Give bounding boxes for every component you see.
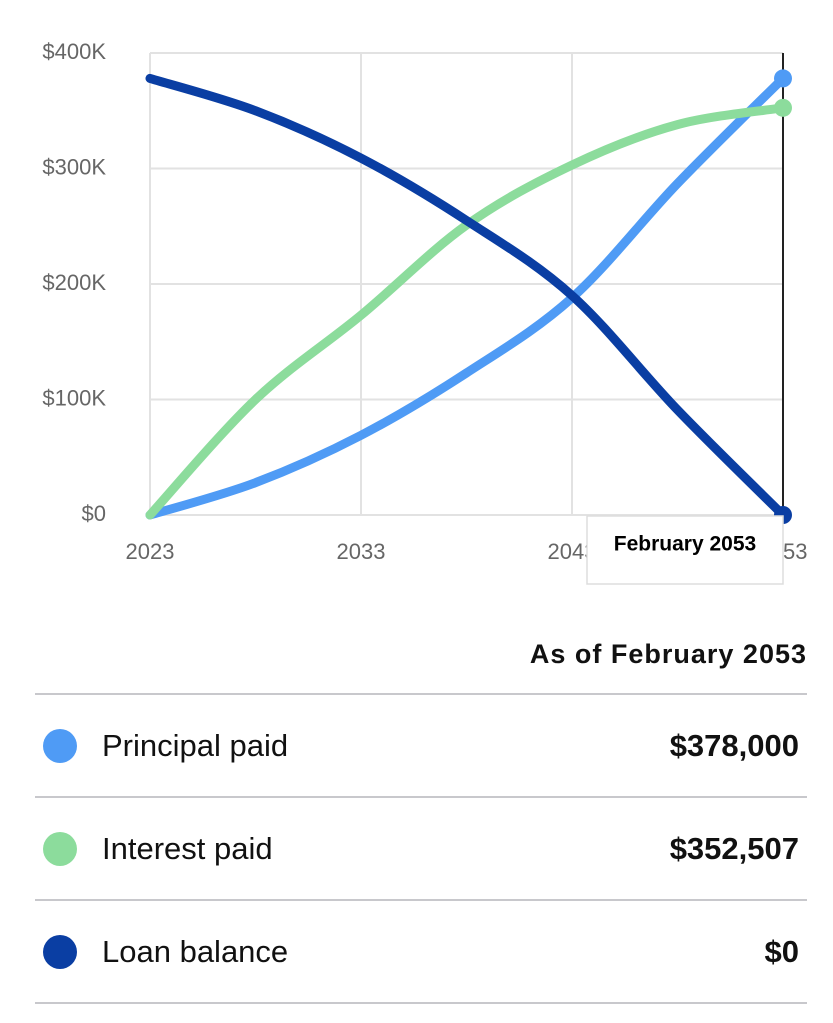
- summary: As of February 2053 Principal paid $378,0…: [35, 590, 807, 1004]
- y-tick-label: $200K: [42, 270, 106, 295]
- y-tick-label: $400K: [42, 39, 106, 64]
- legend-dot: [43, 831, 77, 866]
- y-tick-label: $100K: [42, 385, 106, 410]
- value-label: $0: [764, 933, 799, 969]
- summary-row: Interest paid $352,507: [35, 798, 807, 901]
- series-line: [145, 103, 788, 520]
- series-line: [145, 73, 788, 520]
- legend-label: Loan balance: [102, 933, 289, 969]
- chart: $0$100K$200K$300K$400K2023203320432053Fe…: [42, 39, 807, 585]
- hover-point: [774, 69, 792, 88]
- legend-dot: [43, 728, 77, 763]
- tooltip-label: February 2053: [614, 533, 756, 556]
- y-tick-label: $300K: [42, 154, 106, 179]
- legend-label: Principal paid: [102, 727, 289, 763]
- series-line: [145, 73, 788, 520]
- legend-dot: [43, 934, 77, 969]
- summary-row: Loan balance $0: [35, 901, 807, 1004]
- tooltip-box: [586, 515, 784, 585]
- y-tick-label: $0: [82, 501, 106, 526]
- legend-label: Interest paid: [102, 830, 273, 866]
- x-tick-label: 2033: [337, 539, 386, 564]
- x-tick-label: 2023: [126, 539, 175, 564]
- hover-point: [774, 98, 792, 117]
- value-label: $352,507: [669, 830, 799, 866]
- summary-heading: As of February 2053: [35, 590, 807, 695]
- summary-row: Principal paid $378,000: [35, 695, 807, 798]
- value-label: $378,000: [669, 727, 799, 763]
